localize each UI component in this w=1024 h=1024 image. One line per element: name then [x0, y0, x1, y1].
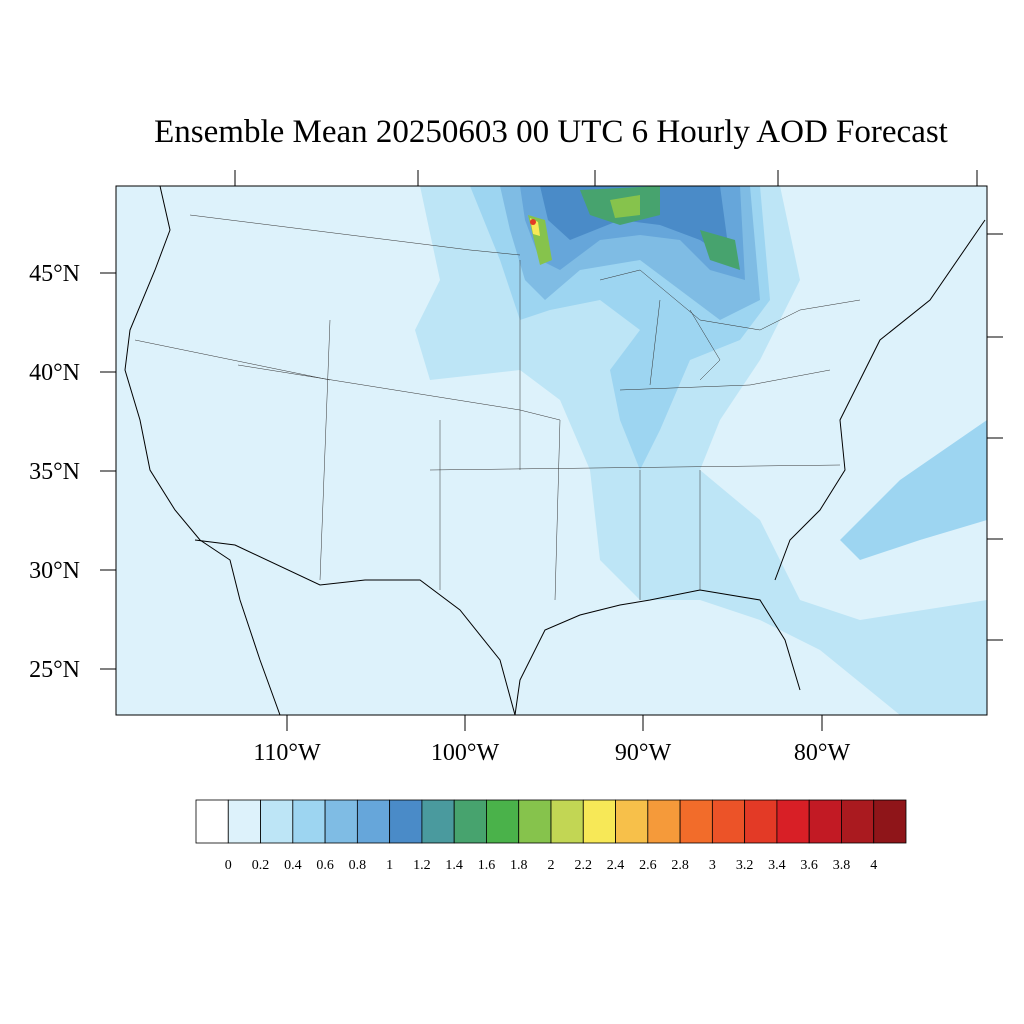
- colorbar-box: [679, 799, 713, 844]
- colorbar-label: 2.6: [639, 858, 657, 873]
- lat-label: 35°N: [29, 459, 80, 485]
- colorbar-box: [615, 799, 649, 844]
- colorbar-label: 1.4: [445, 858, 463, 873]
- map-field: [116, 186, 987, 715]
- colorbar-box: [711, 799, 746, 844]
- colorbar-box: [518, 799, 552, 844]
- colorbar-box: [873, 799, 907, 844]
- colorbar-label: 3: [709, 858, 716, 873]
- colorbar-label: 3.2: [736, 858, 754, 873]
- colorbar-label: 3.6: [800, 858, 818, 873]
- colorbar-label: 1.6: [478, 858, 496, 873]
- colorbar-box: [324, 799, 358, 844]
- aod-region: [528, 195, 640, 265]
- colorbar-box: [776, 799, 810, 844]
- colorbar-box: [744, 799, 778, 844]
- lon-label: 110°W: [253, 740, 321, 766]
- colorbar-label: 1.2: [413, 858, 431, 873]
- aod-region: [530, 219, 536, 225]
- colorbar-box: [421, 799, 455, 844]
- colorbar-box: [389, 799, 423, 844]
- colorbar-box: [808, 799, 842, 844]
- lat-label: 40°N: [29, 360, 80, 386]
- colorbar-label: 3.4: [768, 858, 786, 873]
- colorbar-box: [550, 799, 584, 844]
- colorbar-box: [356, 799, 391, 844]
- aod-region: [415, 186, 987, 715]
- colorbar-box: [195, 799, 229, 844]
- colorbar-box: [227, 799, 261, 844]
- aod-region: [840, 420, 987, 560]
- colorbar-label: 0.2: [252, 858, 270, 873]
- colorbar-label: 1.8: [510, 858, 528, 873]
- title: Ensemble Mean 20250603 00 UTC 6 Hourly A…: [154, 114, 948, 150]
- colorbar-label: 2.2: [575, 858, 593, 873]
- frame-ticks: [234, 170, 1003, 641]
- colorbar-label: 3.8: [833, 858, 851, 873]
- colorbar-label: 1: [386, 858, 393, 873]
- colorbar-box: [647, 799, 681, 844]
- colorbar-box: [453, 799, 487, 844]
- colorbar-box: [841, 799, 875, 844]
- state-lines: [134, 214, 861, 601]
- colorbar-label: 2.8: [671, 858, 689, 873]
- colorbar-label: 0.4: [284, 858, 302, 873]
- colorbar-label: 4: [870, 858, 877, 873]
- colorbar-label: 0.6: [316, 858, 334, 873]
- colorbar-box: [582, 799, 616, 844]
- lon-label: 100°W: [431, 740, 500, 766]
- colorbar-box: [292, 799, 326, 844]
- colorbar-label: 2.4: [607, 858, 625, 873]
- lat-label: 25°N: [29, 657, 80, 683]
- lat-label: 45°N: [29, 261, 80, 287]
- border: [194, 539, 516, 715]
- coastline: [124, 186, 986, 715]
- lon-label: 90°W: [615, 740, 672, 766]
- colorbar-box: [260, 799, 294, 844]
- lat-label: 30°N: [29, 558, 80, 584]
- map-frame: [115, 185, 988, 716]
- colorbar-label: 0.8: [349, 858, 367, 873]
- colorbar-box: [486, 799, 520, 844]
- colorbar-label: 0: [225, 858, 232, 873]
- lon-label: 80°W: [794, 740, 851, 766]
- colorbar-label: 2: [548, 858, 555, 873]
